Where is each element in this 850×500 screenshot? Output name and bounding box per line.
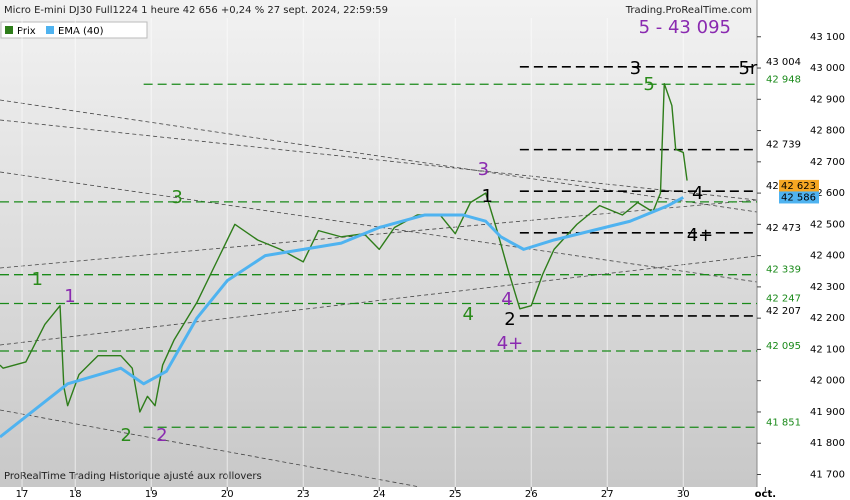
y-tick-label: 41 800 xyxy=(810,438,845,449)
x-tick-label: 18 xyxy=(69,489,82,500)
y-tick-label: 42 300 xyxy=(810,282,845,293)
legend-label: EMA (40) xyxy=(58,26,104,37)
plot-background xyxy=(0,0,757,487)
y-tick-label: 42 100 xyxy=(810,344,845,355)
x-tick-label: 26 xyxy=(525,489,538,500)
source: Trading.ProRealTime.com xyxy=(625,5,752,16)
y-tick-label: 42 200 xyxy=(810,313,845,324)
axis-background xyxy=(757,0,850,500)
y-tick-label: 42 700 xyxy=(810,157,845,168)
wave-label: 3 xyxy=(630,58,641,79)
legend-swatch xyxy=(46,26,54,34)
series-line xyxy=(0,196,684,439)
wave-label: 4 xyxy=(501,289,512,310)
legend xyxy=(0,21,148,39)
y-tick-label: 42 000 xyxy=(810,376,845,387)
x-tick-label: oct. xyxy=(755,489,776,500)
footer: ProRealTime Trading Historique ajusté au… xyxy=(4,470,262,482)
wave-label: 5r xyxy=(738,58,757,79)
level-label: 42 473 xyxy=(766,223,801,234)
level-label: 42 207 xyxy=(766,306,801,317)
price-marker xyxy=(779,179,819,192)
legend-swatch xyxy=(5,26,13,34)
wave-label: 4 xyxy=(692,183,703,204)
x-tick-label: 23 xyxy=(297,489,310,500)
x-tick-label: 30 xyxy=(677,489,690,500)
level-label: 42 339 xyxy=(766,265,801,276)
y-tick-label: 42 800 xyxy=(810,126,845,137)
level-label: 42 739 xyxy=(766,140,801,151)
price-marker xyxy=(779,191,819,204)
y-tick-label: 42 600 xyxy=(810,188,845,199)
y-tick-label: 43 100 xyxy=(810,32,845,43)
x-tick-label: 20 xyxy=(221,489,234,500)
wave-label: 4 xyxy=(462,304,473,325)
wave-label: 2 xyxy=(156,425,167,446)
x-tick-label: 27 xyxy=(601,489,614,500)
y-tick-label: 42 500 xyxy=(810,219,845,230)
wave-label: 2 xyxy=(504,309,515,330)
wave-label: 4+ xyxy=(497,333,524,354)
wave-label: 5 xyxy=(643,74,654,95)
x-tick-label: 17 xyxy=(16,489,29,500)
y-tick-label: 43 000 xyxy=(810,63,845,74)
wave-label: 1 xyxy=(32,269,43,290)
level-label: 43 004 xyxy=(766,57,801,68)
legend-label: Prix xyxy=(17,26,36,37)
x-tick-label: 19 xyxy=(145,489,158,500)
level-label: 42 095 xyxy=(766,341,801,352)
price-marker-label: 42 586 xyxy=(781,192,816,203)
wave-label: 1 xyxy=(481,186,492,207)
wave-label: 2 xyxy=(120,425,131,446)
y-tick-label: 41 700 xyxy=(810,469,845,480)
level-label: 42 948 xyxy=(766,74,801,85)
price-marker-label: 42 623 xyxy=(781,181,816,192)
y-tick-label: 42 400 xyxy=(810,251,845,262)
chart-title: Micro E-mini DJ30 Full1224 1 heure 42 65… xyxy=(4,5,388,16)
x-tick-label: 25 xyxy=(449,489,462,500)
level-label: 41 851 xyxy=(766,417,801,428)
wave-label: 1 xyxy=(64,286,75,307)
wave-label: 5 - 43 095 xyxy=(639,17,731,38)
x-tick-label: 24 xyxy=(373,489,386,500)
x-axis-background xyxy=(0,487,757,500)
level-label: 42 247 xyxy=(766,293,801,304)
trend-lines xyxy=(0,99,758,488)
wave-label: 3 xyxy=(171,187,182,208)
wave-label: 4+ xyxy=(687,225,714,246)
y-tick-label: 42 900 xyxy=(810,94,845,105)
y-tick-label: 41 900 xyxy=(810,407,845,418)
wave-label: 3 xyxy=(478,159,489,180)
